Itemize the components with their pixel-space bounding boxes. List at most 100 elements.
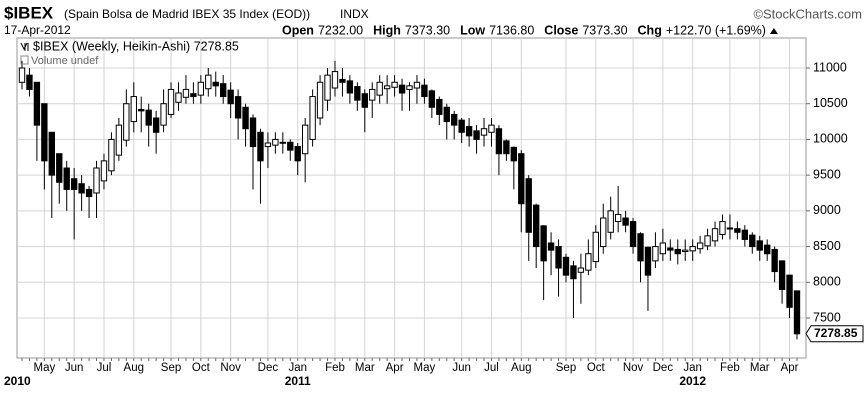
candle-body [756, 240, 763, 251]
candle-body [272, 138, 279, 146]
candle-body [614, 213, 622, 223]
candle-body [70, 178, 78, 190]
x-tick-label: Nov [220, 362, 241, 374]
candle-body [85, 188, 93, 198]
y-tick-label: 8500 [813, 239, 841, 253]
candle-body [152, 117, 160, 133]
quote: Open 7232.00 High 7373.30 Low 7136.80 Close 737… [282, 23, 778, 37]
candle-body [465, 126, 473, 137]
x-tick-label: Jun [65, 362, 84, 374]
quote-value: +122.70 (+1.69%) [666, 23, 766, 37]
candles: 7278.85 [18, 60, 864, 343]
x-tick-label: Apr [386, 362, 404, 374]
quote-label: Close [544, 23, 578, 37]
year-label: 2012 [679, 374, 706, 388]
last-price-label: 7278.85 [814, 326, 858, 340]
candle-body [555, 246, 562, 269]
exchange: INDX [340, 7, 369, 21]
candle-body [726, 227, 734, 230]
y-tick-label: 10500 [813, 96, 848, 110]
volume-note: Volume undef [31, 55, 99, 67]
candle-body [607, 210, 614, 233]
candle-body [547, 242, 555, 251]
candle-body [436, 98, 443, 115]
candle-body [175, 92, 182, 103]
candle-body [93, 167, 100, 194]
candle-body [197, 81, 205, 96]
x-tick-label: Oct [587, 362, 606, 374]
year-label: 2011 [285, 374, 311, 388]
candle-body [667, 247, 674, 251]
candle-body [480, 128, 488, 136]
candle-body [525, 178, 532, 233]
candle-body [413, 81, 421, 89]
candle-body [167, 88, 175, 115]
y-tick-label: 11000 [813, 60, 847, 74]
y-tick-label: 7500 [813, 310, 841, 324]
symbol: $IBEX [4, 3, 54, 22]
candle-body [451, 113, 458, 126]
candle-body [115, 124, 123, 156]
candle-body [428, 90, 436, 108]
candle-body [264, 142, 272, 148]
candle-body [398, 84, 406, 94]
candle-body [719, 221, 726, 235]
candle-body [376, 81, 383, 96]
candle-body [383, 85, 391, 90]
x-tick-label: Mar [355, 362, 375, 374]
candle-body [443, 106, 450, 123]
candle-body [257, 131, 264, 162]
candle-body [242, 106, 249, 130]
x-tick-label: Jul [484, 362, 499, 374]
candle-body [674, 248, 681, 255]
candle-body [421, 84, 428, 98]
year-label: 2010 [4, 374, 31, 388]
candle-body [339, 78, 346, 83]
candle-body [749, 234, 756, 248]
candle-body [324, 74, 331, 101]
arrow-icon [769, 28, 778, 34]
candle-body [138, 108, 145, 112]
candle-body [689, 246, 696, 252]
candle-body [63, 167, 70, 190]
candle-body [33, 81, 41, 126]
x-tick-label: Sep [161, 362, 181, 374]
credit: ©StockCharts.com [753, 6, 862, 21]
candle-body [391, 81, 398, 88]
candle-body [622, 217, 629, 226]
candle-body [41, 103, 48, 162]
plot-frame [16, 37, 807, 359]
candle-body [577, 267, 585, 273]
candle-body [696, 242, 704, 250]
x-tick-label: Jan [683, 362, 702, 374]
candle-body [123, 103, 130, 141]
candle-body [473, 130, 480, 140]
quote-label: High [373, 23, 401, 37]
candle-body [205, 74, 212, 90]
candle-body [764, 244, 771, 255]
candle-body [309, 96, 316, 140]
x-tick-label: Jun [452, 362, 471, 374]
candle-body [100, 160, 108, 182]
candle-body [190, 93, 197, 98]
x-tick-label: Feb [325, 362, 345, 374]
y-tick-label: 10000 [813, 132, 848, 146]
y-tick-label: 9500 [813, 167, 841, 181]
legend-icon [20, 42, 29, 51]
candle-body [592, 231, 599, 263]
candle-body [227, 89, 234, 105]
y-tick-label: 9000 [813, 203, 841, 217]
candle-body [361, 93, 368, 108]
candle-body [316, 81, 324, 119]
candle-body [56, 153, 63, 183]
quote-label: Open [282, 23, 314, 37]
candle-body [704, 235, 711, 247]
candle-body [637, 233, 644, 262]
candle-body [346, 80, 354, 94]
candle-body [249, 117, 257, 148]
candle-body [406, 85, 413, 90]
candle-body [458, 119, 465, 133]
x-tick-label: Aug [511, 362, 531, 374]
